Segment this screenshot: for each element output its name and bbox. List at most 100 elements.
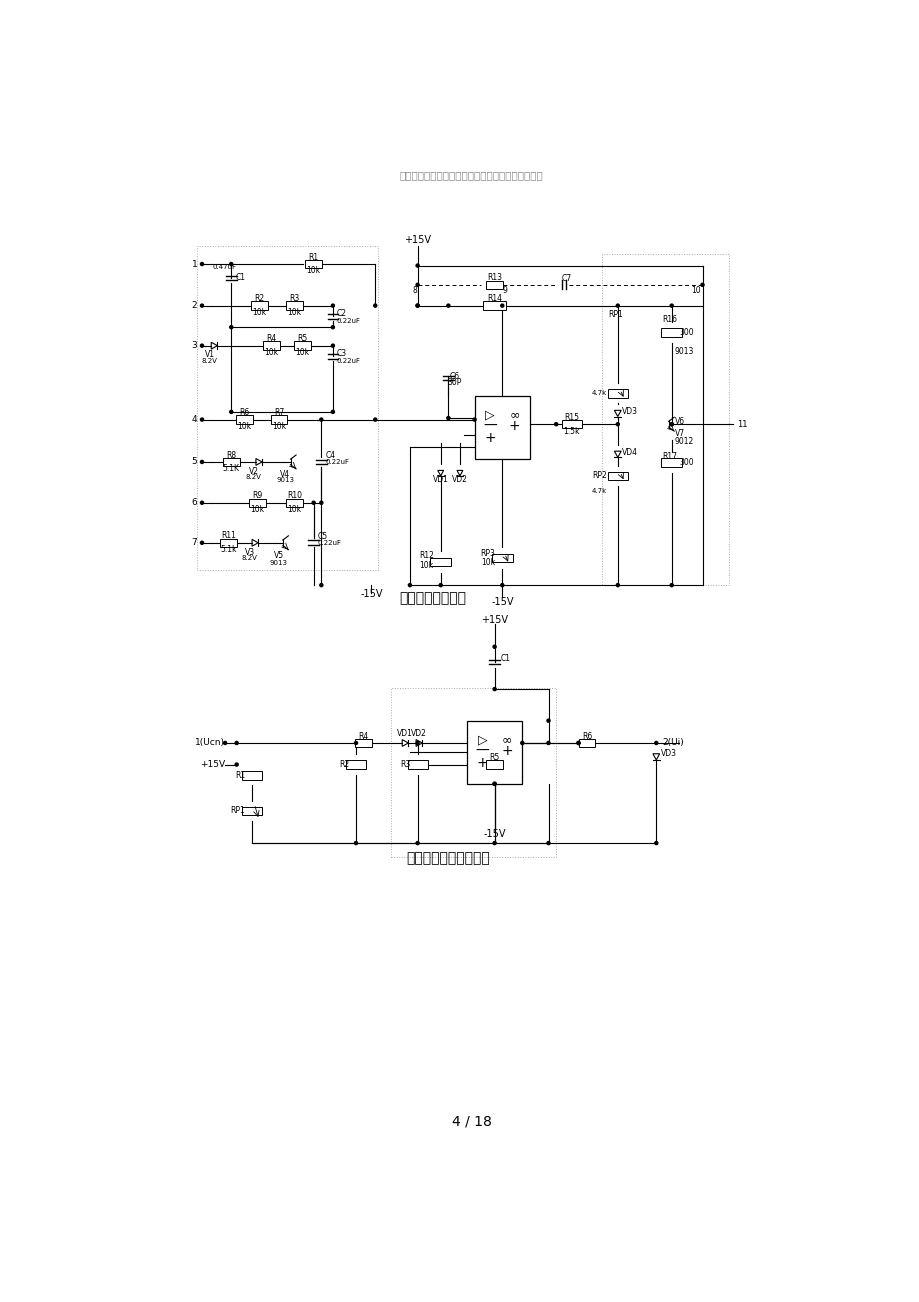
- Circle shape: [200, 461, 203, 464]
- Text: R2: R2: [338, 760, 348, 769]
- Bar: [235, 415, 253, 424]
- Text: 9013: 9013: [276, 478, 294, 483]
- Text: 4 / 18: 4 / 18: [451, 1115, 491, 1129]
- Text: VD4: VD4: [622, 448, 638, 457]
- Bar: [429, 557, 451, 566]
- Text: R11: R11: [221, 531, 236, 540]
- Text: 1: 1: [191, 259, 198, 268]
- Text: RP1: RP1: [607, 310, 622, 319]
- Circle shape: [493, 783, 495, 785]
- Text: R4: R4: [266, 335, 276, 344]
- Text: —: —: [475, 743, 489, 758]
- Text: R14: R14: [486, 294, 502, 303]
- Text: R10: R10: [287, 491, 301, 500]
- Text: R16: R16: [661, 315, 676, 324]
- Text: 0.47uF: 0.47uF: [212, 264, 237, 270]
- Text: 10k: 10k: [237, 422, 251, 431]
- Text: 300: 300: [678, 328, 693, 337]
- Text: +: +: [476, 756, 488, 771]
- Circle shape: [472, 418, 476, 421]
- Text: 9012: 9012: [674, 436, 693, 445]
- Text: C7: C7: [562, 275, 572, 283]
- Text: V5: V5: [274, 551, 284, 560]
- Text: R8: R8: [226, 450, 236, 460]
- Circle shape: [415, 305, 419, 307]
- Bar: [286, 301, 302, 310]
- Bar: [607, 389, 627, 397]
- Circle shape: [669, 423, 673, 426]
- Bar: [270, 415, 287, 424]
- Bar: [660, 328, 682, 337]
- Text: 2: 2: [191, 301, 198, 310]
- Text: V3: V3: [244, 548, 255, 556]
- Text: VD2: VD2: [451, 475, 468, 484]
- Text: +: +: [501, 743, 512, 758]
- Circle shape: [235, 741, 238, 745]
- Text: R17: R17: [661, 452, 676, 461]
- Circle shape: [200, 305, 203, 307]
- Text: R9: R9: [252, 491, 262, 500]
- Circle shape: [230, 410, 233, 414]
- Text: 8: 8: [413, 286, 417, 296]
- Circle shape: [415, 305, 419, 307]
- Circle shape: [700, 284, 703, 286]
- Text: 10k: 10k: [481, 559, 494, 568]
- Text: R5: R5: [489, 753, 499, 762]
- Bar: [249, 499, 266, 506]
- Text: +: +: [508, 419, 520, 432]
- Text: 7: 7: [191, 538, 198, 547]
- Text: 9013: 9013: [269, 560, 288, 566]
- Text: 10k: 10k: [419, 561, 433, 569]
- Bar: [491, 553, 513, 562]
- Text: C3: C3: [336, 349, 346, 358]
- Text: 8.2V: 8.2V: [242, 555, 257, 561]
- Circle shape: [408, 583, 411, 587]
- Bar: [197, 246, 377, 570]
- Text: 1(Ucn): 1(Ucn): [195, 738, 225, 747]
- Text: 2(Ui): 2(Ui): [662, 738, 684, 747]
- Circle shape: [493, 646, 495, 648]
- Circle shape: [354, 741, 357, 745]
- Text: 0.22uF: 0.22uF: [317, 540, 341, 546]
- Text: C4: C4: [324, 452, 335, 461]
- Text: RP3: RP3: [480, 549, 494, 559]
- Text: 0.22uF: 0.22uF: [324, 458, 349, 465]
- Text: R15: R15: [563, 413, 578, 422]
- Text: V6: V6: [674, 417, 684, 426]
- Text: 10k: 10k: [250, 505, 265, 514]
- Text: -15V: -15V: [491, 598, 513, 607]
- Text: ▷: ▷: [477, 733, 486, 746]
- Text: 5.1K: 5.1K: [222, 465, 240, 474]
- Text: V1: V1: [204, 350, 214, 359]
- Bar: [485, 281, 503, 289]
- Text: VD2: VD2: [411, 729, 426, 738]
- Text: -15V: -15V: [482, 829, 505, 838]
- Circle shape: [331, 410, 335, 414]
- Text: 1.5k: 1.5k: [562, 427, 579, 436]
- Bar: [242, 771, 262, 780]
- Text: C6: C6: [449, 372, 460, 381]
- Circle shape: [554, 423, 557, 426]
- Circle shape: [493, 841, 495, 845]
- Text: R7: R7: [274, 408, 284, 417]
- Circle shape: [200, 501, 203, 504]
- Circle shape: [576, 741, 580, 745]
- Circle shape: [415, 741, 419, 745]
- Circle shape: [669, 305, 673, 307]
- Text: R2: R2: [255, 294, 265, 303]
- Circle shape: [654, 741, 657, 745]
- Text: 文档供参考，可复制、编辑，期待您的好评与关注！: 文档供参考，可复制、编辑，期待您的好评与关注！: [399, 169, 543, 180]
- Text: R1: R1: [308, 253, 318, 262]
- Text: R12: R12: [418, 551, 433, 560]
- Circle shape: [616, 305, 618, 307]
- Circle shape: [547, 841, 550, 845]
- Text: 11: 11: [736, 419, 747, 428]
- Bar: [251, 301, 268, 310]
- Text: 0.22uF: 0.22uF: [336, 318, 360, 324]
- Circle shape: [200, 418, 203, 421]
- Text: 8.2V: 8.2V: [245, 474, 261, 480]
- Circle shape: [616, 583, 618, 587]
- Text: 5: 5: [191, 457, 198, 466]
- Circle shape: [438, 583, 442, 587]
- Text: RP1: RP1: [230, 806, 244, 815]
